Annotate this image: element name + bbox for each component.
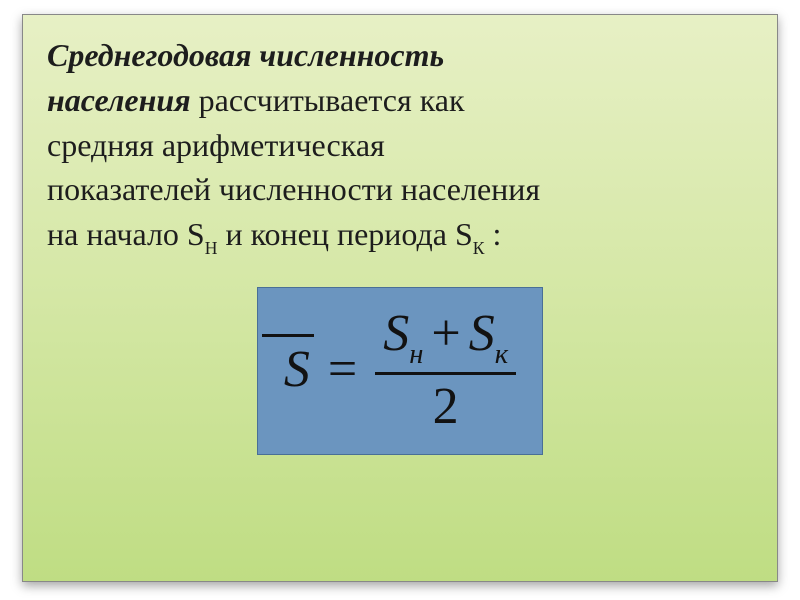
lhs-S: S — [284, 341, 310, 398]
num-S2: S — [469, 305, 495, 362]
numerator: Sн+Sк — [375, 302, 516, 371]
subscript-n: Н — [205, 238, 218, 258]
term-part-1: Среднегодовая численность — [47, 37, 444, 73]
definition-text: Среднегодовая численность населения расс… — [47, 33, 753, 259]
num-S1: S — [383, 305, 409, 362]
fraction: Sн+Sк 2 — [375, 302, 516, 437]
plus-sign: + — [431, 305, 460, 362]
text-5c: : — [485, 216, 502, 252]
text-5a: на начало S — [47, 216, 205, 252]
text-5b: и конец периода S — [217, 216, 472, 252]
text-line-4: показателей численности населения — [47, 167, 753, 212]
num-sub2: к — [495, 339, 508, 370]
num-sub1: н — [409, 339, 423, 370]
overline — [262, 334, 314, 337]
subscript-k: К — [473, 238, 485, 258]
text-2b: рассчитывается как — [191, 82, 465, 118]
formula-container: S = Sн+Sк 2 — [47, 287, 753, 454]
text-line-2: населения рассчитывается как — [47, 78, 753, 123]
s-bar: S — [284, 340, 310, 399]
content-panel: Среднегодовая численность населения расс… — [22, 14, 778, 582]
slide: Среднегодовая численность населения расс… — [0, 0, 800, 600]
formula-box: S = Sн+Sк 2 — [257, 287, 543, 454]
denominator: 2 — [425, 375, 467, 438]
term-part-2: населения — [47, 82, 191, 118]
text-line-3: средняя арифметическая — [47, 123, 753, 168]
text-line-1: Среднегодовая численность — [47, 33, 753, 78]
text-line-5: на начало SН и конец периода SК : — [47, 212, 753, 259]
equals-sign: = — [328, 340, 357, 399]
